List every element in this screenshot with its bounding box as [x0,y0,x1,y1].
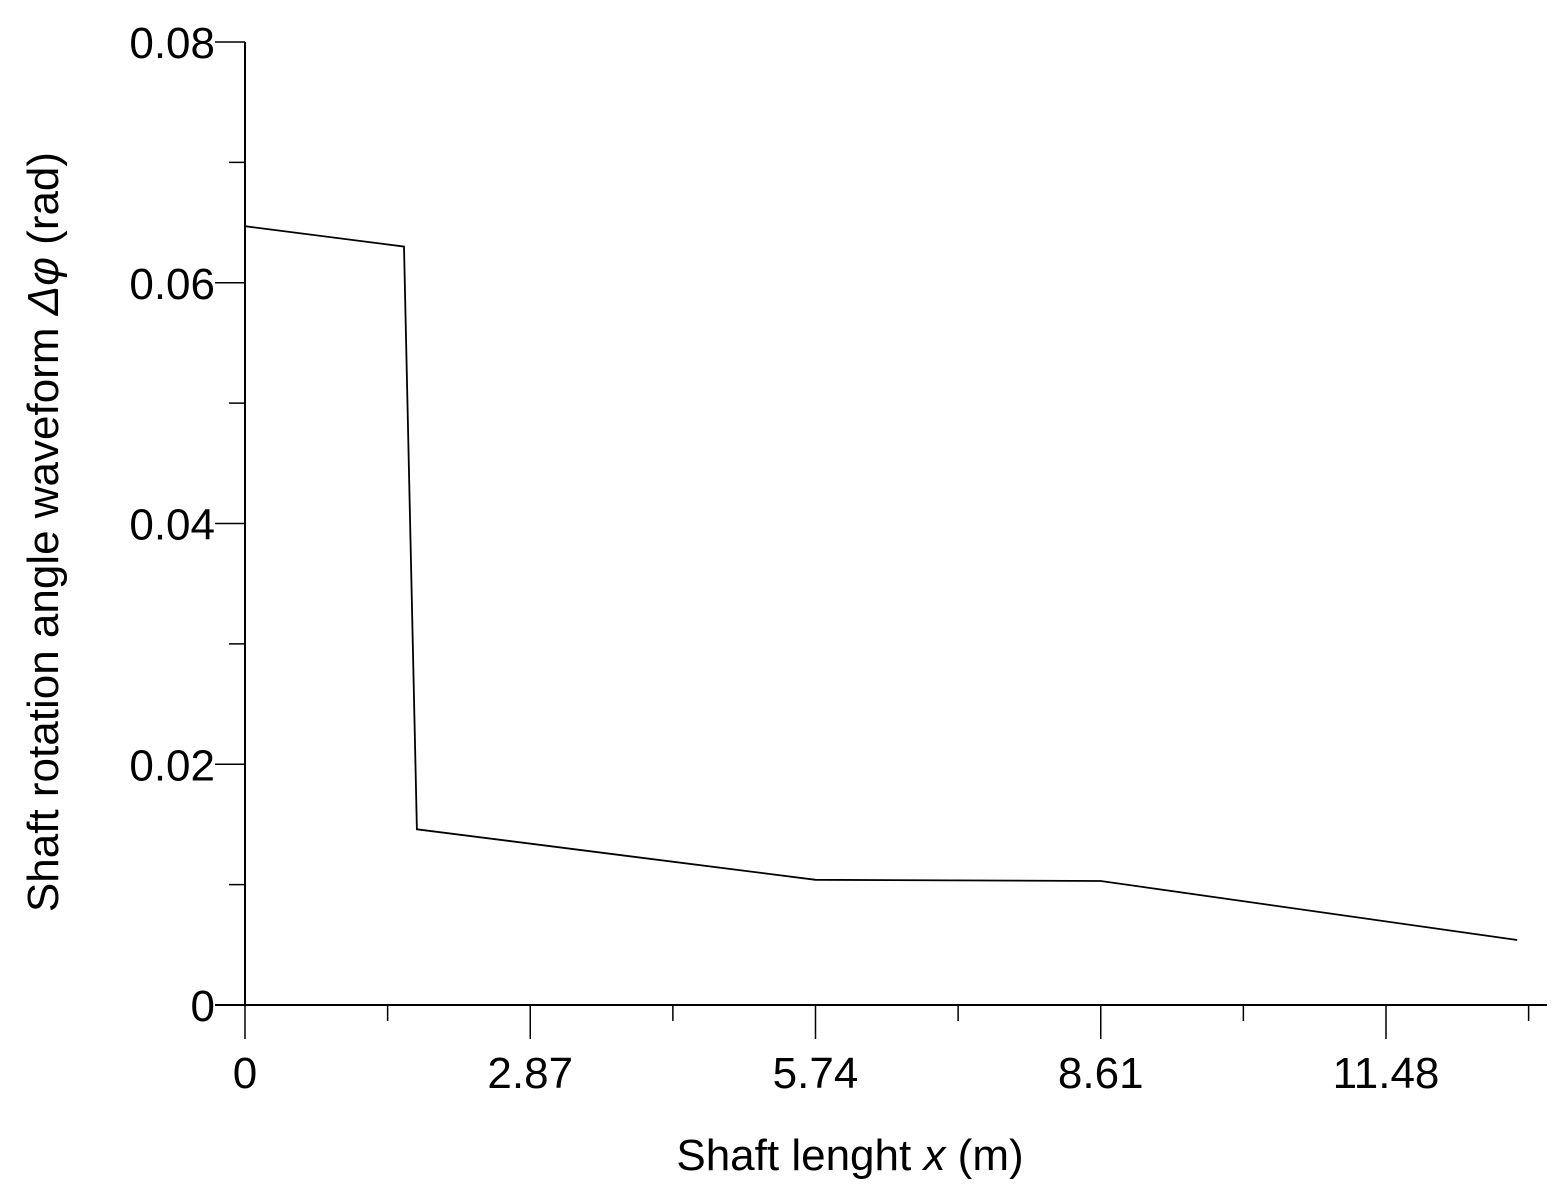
y-tick-label: 0.06 [129,260,215,309]
y-axis-title: Shaft rotation angle waveform Δφ (rad) [19,152,68,912]
series-line [244,225,1518,941]
x-tick-label: 8.61 [1058,1049,1144,1098]
y-tick-label: 0.04 [129,501,215,550]
x-tick-label: 2.87 [487,1049,573,1098]
x-axis-title-suffix: (m) [945,1131,1023,1180]
series-group [244,225,1518,941]
y-tick-label: 0 [191,982,215,1031]
x-tick-label: 0 [233,1049,257,1098]
y-tick-label: 0.08 [129,19,215,68]
x-axis-title-symbol: x [921,1131,947,1180]
x-tick-label: 11.48 [1333,1049,1440,1098]
axes: 0 0.02 0.04 0.06 0.08 0 2.87 5.74 8.61 11.48 [129,19,1547,1098]
y-axis-title-symbol: Δφ [19,257,68,316]
y-tick-label: 0.02 [129,741,215,790]
y-axis-title-suffix: (rad) [19,152,68,257]
y-axis-title-prefix: Shaft rotation angle waveform [19,315,68,912]
x-axis-title: Shaft lenght x (m) [676,1131,1023,1180]
x-tick-label: 5.74 [773,1049,859,1098]
x-axis-title-prefix: Shaft lenght [676,1131,923,1180]
